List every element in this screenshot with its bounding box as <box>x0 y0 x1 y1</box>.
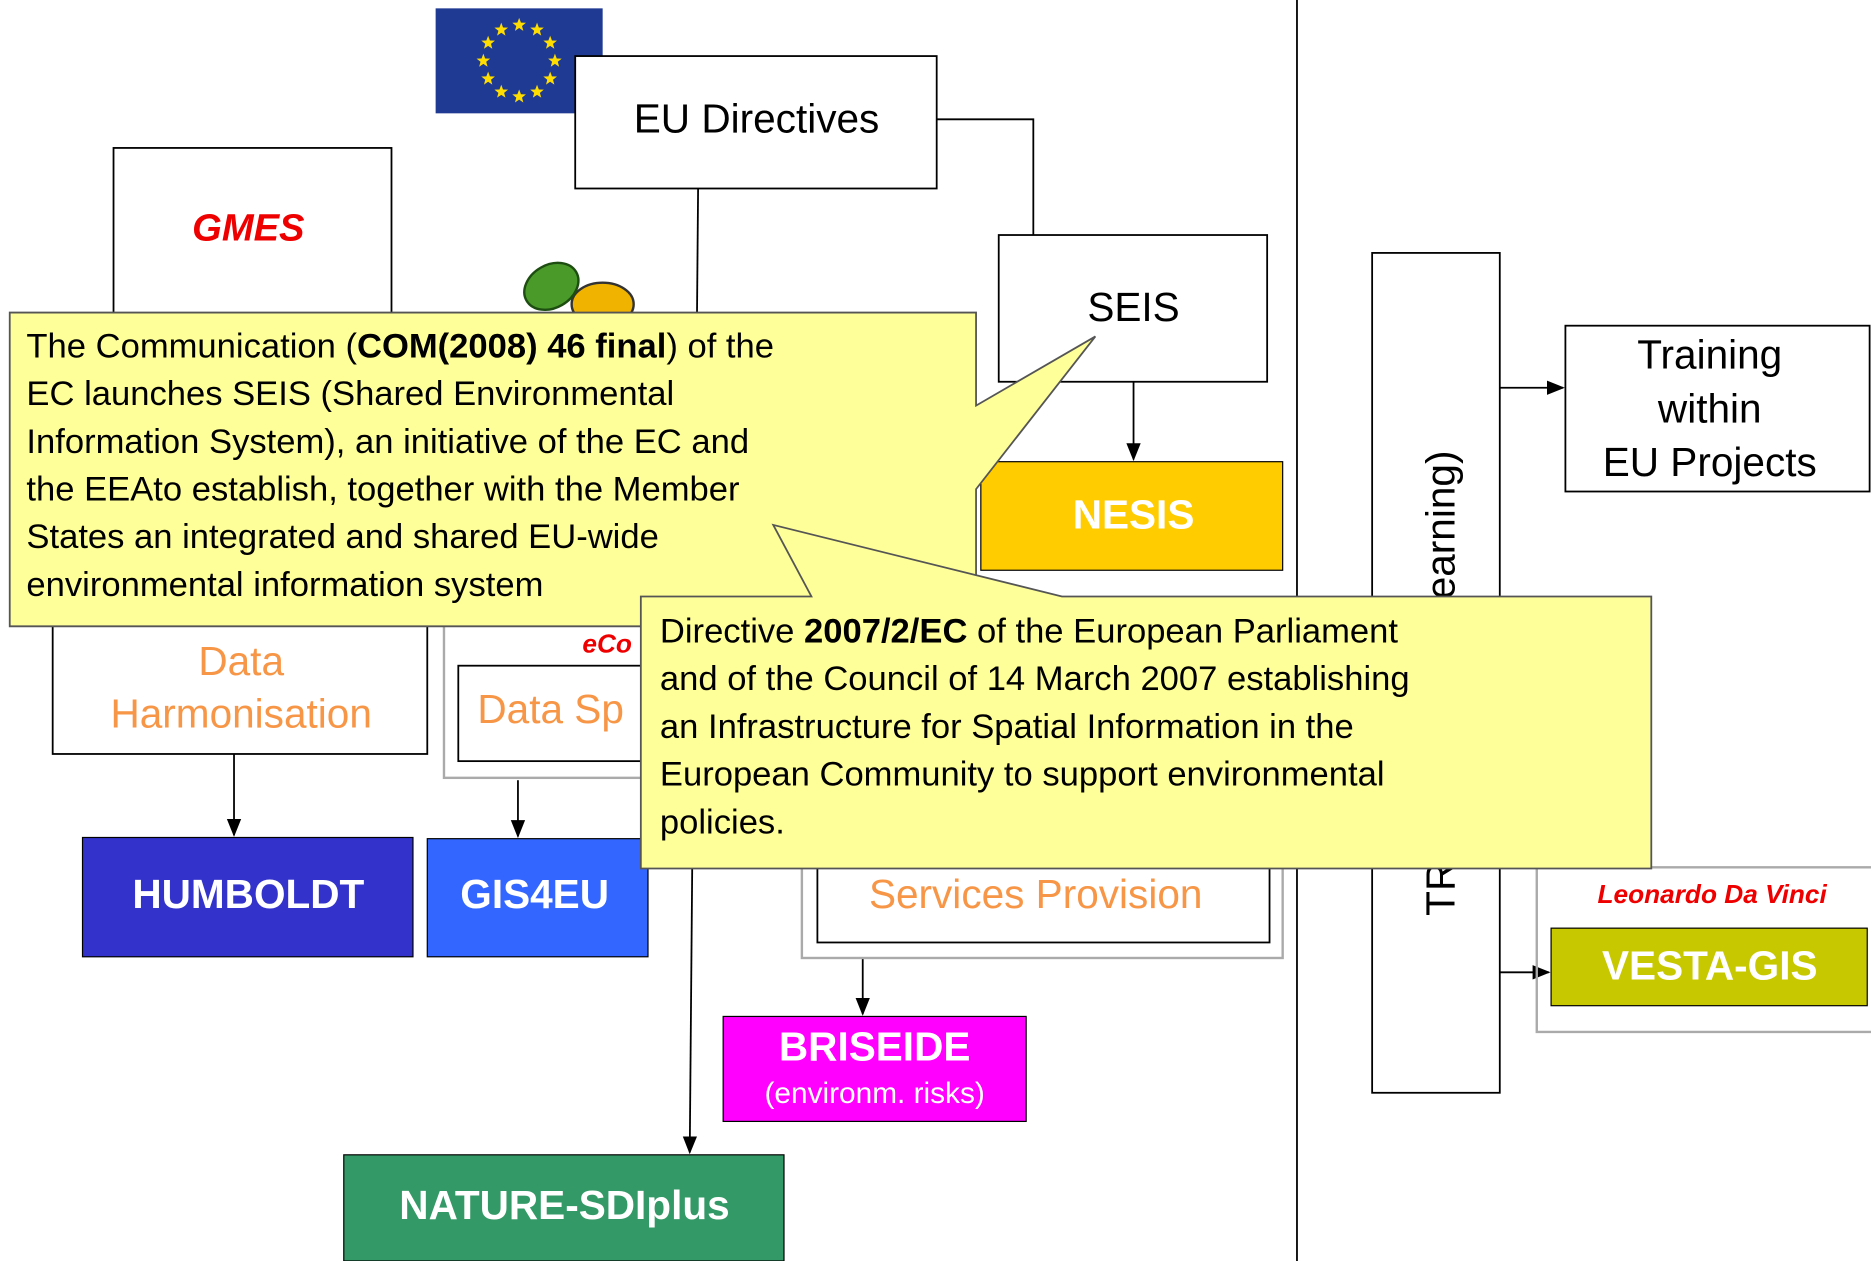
gmes-label: GMES <box>192 206 305 249</box>
star <box>512 17 526 31</box>
econtent-label: eCo <box>582 628 632 658</box>
callout-line: and of the Council of 14 March 2007 esta… <box>660 660 1410 698</box>
bold-text: 2007/2/EC <box>804 613 967 651</box>
text: environmental information system <box>26 566 543 604</box>
star <box>494 84 509 98</box>
eu-directives-box <box>574 55 938 190</box>
text: States an integrated and shared EU-wide <box>26 518 658 556</box>
callout-text: The Communication (COM(2008) 46 final) o… <box>26 327 774 604</box>
connector <box>936 118 1035 236</box>
text: The Communication ( <box>26 327 357 365</box>
services-label: Services Provision <box>869 871 1203 917</box>
star <box>512 89 526 103</box>
seis-box <box>997 234 1269 383</box>
star <box>481 71 495 85</box>
callout-line: Directive 2007/2/EC of the European Parl… <box>660 613 1398 651</box>
vesta-gis-label: VESTA-GIS <box>1602 942 1818 988</box>
callout-line: the EEAto establish, together with the M… <box>26 471 739 509</box>
star <box>476 53 491 67</box>
training-label: Training <box>1637 332 1782 378</box>
text: Information System), an initiative of th… <box>26 423 749 461</box>
bold-text: COM(2008) 46 final <box>357 327 666 365</box>
data-spec-label: Data Sp <box>477 686 624 732</box>
data-harmonisation-label: Harmonisation <box>110 691 371 737</box>
star <box>530 22 544 36</box>
leonardo-label: Leonardo Da Vinci <box>1597 879 1827 909</box>
training-vertical-label: TR <box>1417 862 1463 916</box>
leonardo-group <box>1535 866 1871 1034</box>
callout-line: an Infrastructure for Spatial Informatio… <box>660 708 1354 746</box>
callout-line: policies. <box>660 804 785 842</box>
humboldt-label: HUMBOLDT <box>132 871 364 917</box>
briseide-box <box>722 1015 1027 1123</box>
data-spec-box <box>457 664 651 763</box>
gis4eu-box <box>426 838 649 958</box>
text: and of the Council of 14 March 2007 esta… <box>660 660 1410 698</box>
training-label: EU Projects <box>1603 439 1817 485</box>
training-vertical-label: earning) <box>1417 451 1463 600</box>
callout-line: Information System), an initiative of th… <box>26 423 749 461</box>
text: an Infrastructure for Spatial Informatio… <box>660 708 1354 746</box>
briseide-label: BRISEIDE <box>779 1024 971 1070</box>
text: European Community to support environmen… <box>660 756 1385 794</box>
nature-sdiplus-label: NATURE-SDIplus <box>399 1182 729 1228</box>
text: EC launches SEIS (Shared Environmental <box>26 375 674 413</box>
text: policies. <box>660 804 785 842</box>
training-label: within <box>1657 385 1762 431</box>
vesta-gis-box <box>1550 927 1868 1007</box>
callout-line: European Community to support environmen… <box>660 756 1385 794</box>
nesis-label: NESIS <box>1073 491 1195 537</box>
callout-line: States an integrated and shared EU-wide <box>26 518 658 556</box>
star <box>548 53 562 67</box>
star <box>481 35 495 49</box>
seis-label: SEIS <box>1087 284 1179 330</box>
humboldt-box <box>81 836 414 958</box>
nature-sdiplus-box <box>343 1154 785 1261</box>
star <box>543 35 557 49</box>
star <box>530 84 544 98</box>
callout-line: environmental information system <box>26 566 543 604</box>
callout-line: The Communication (COM(2008) 46 final) o… <box>26 327 774 365</box>
text: ) of the <box>666 327 774 365</box>
data-harmonisation-label: Data <box>198 638 284 684</box>
eu-directives-label: EU Directives <box>634 95 880 141</box>
nesis-box <box>980 461 1284 571</box>
callout <box>639 523 1653 870</box>
callout-line: EC launches SEIS (Shared Environmental <box>26 375 674 413</box>
gis4eu-label: GIS4EU <box>460 871 609 917</box>
text: of the European Parliament <box>967 613 1398 651</box>
star <box>494 22 509 36</box>
briseide-sublabel: (environm. risks) <box>765 1077 985 1110</box>
text: the EEAto establish, together with the M… <box>26 471 739 509</box>
text: Directive <box>660 613 804 651</box>
training-box <box>1564 324 1871 493</box>
star <box>543 71 557 85</box>
callout-text: Directive 2007/2/EC of the European Parl… <box>660 613 1410 842</box>
